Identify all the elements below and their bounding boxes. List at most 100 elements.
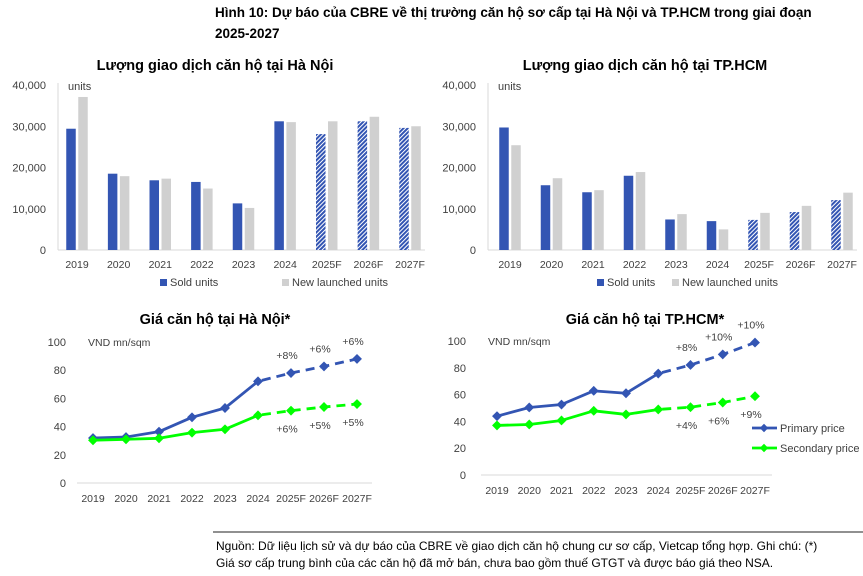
bar-new-launched-units: [328, 121, 338, 250]
bar-new-launched-units: [843, 192, 853, 250]
x-tick-label: 2021: [149, 259, 173, 271]
chart-3: Giá căn hộ tại Hà Nội* 0 20 40 60 80 100 2019 20…: [48, 312, 372, 505]
data-point-marker: [750, 391, 760, 402]
x-tick-label: 2026F: [708, 485, 738, 497]
x-tick-label: 2027F: [827, 259, 857, 271]
primary-price-forecast-line: [257, 357, 358, 383]
growth-annotation: +8%: [276, 350, 297, 362]
bar-new-launched-units: [78, 96, 88, 251]
data-point-marker: [492, 420, 502, 431]
y-tick-label: 40: [54, 422, 66, 434]
chart-title: Giá căn hộ tại Hà Nội*: [140, 312, 291, 328]
legend-label: Secondary price: [780, 443, 860, 455]
x-tick-label: 2019: [81, 493, 105, 505]
data-point-marker: [319, 402, 329, 412]
y-tick-label: 80: [454, 363, 466, 375]
x-tick-label: 2023: [213, 493, 237, 505]
bar-sold-units: [748, 219, 758, 250]
bar-new-launched-units: [552, 178, 563, 250]
unit-label: units: [68, 81, 92, 93]
legend-label: Primary price: [780, 423, 845, 435]
legend-label: Sold units: [607, 277, 656, 289]
y-tick-label: 80: [54, 365, 66, 377]
bar-new-launched-units: [286, 122, 296, 250]
x-tick-label: 2025F: [312, 259, 342, 271]
chart-title: Lượng giao dịch căn hộ tại TP.HCM: [523, 58, 768, 74]
data-point-marker: [154, 426, 164, 437]
primary-price-forecast-line: [657, 341, 756, 375]
bar-new-launched-units: [411, 126, 421, 250]
x-tick-label: 2024: [647, 485, 671, 497]
secondary-price-forecast-line: [257, 402, 358, 417]
data-point-marker: [685, 360, 696, 370]
y-tick-label: 0: [460, 470, 466, 482]
bar-sold-units: [399, 127, 409, 250]
bar-new-launched-units: [244, 207, 255, 250]
x-tick-label: 2023: [232, 259, 256, 271]
x-tick-label: 2021: [581, 259, 605, 271]
x-tick-label: 2023: [664, 259, 688, 271]
y-tick-label: 10,000: [12, 204, 46, 216]
bar-sold-units: [232, 203, 243, 250]
data-point-marker: [253, 376, 263, 387]
bar-new-launched-units: [161, 178, 171, 250]
y-tick-label: 30,000: [12, 121, 46, 133]
data-point-marker: [319, 361, 329, 372]
data-point-marker: [556, 415, 567, 426]
bar-new-launched-units: [203, 188, 213, 250]
x-tick-label: 2026F: [353, 259, 383, 271]
bar-sold-units: [316, 134, 326, 250]
x-tick-label: 2026F: [786, 259, 816, 271]
chart-title: Giá căn hộ tại TP.HCM*: [566, 312, 725, 328]
x-tick-label: 2022: [190, 259, 214, 271]
growth-annotation: +6%: [708, 416, 729, 428]
bar-new-launched-units: [369, 116, 380, 250]
data-point-marker: [621, 388, 631, 399]
x-tick-label: 2019: [485, 485, 509, 497]
growth-annotation: +9%: [740, 409, 761, 421]
chart-4: Giá căn hộ tại TP.HCM* 0 20 40 60 80 100 2019 20…: [448, 312, 860, 497]
source-note-line2: Giá sơ cấp trung bình của các căn hộ đã …: [216, 556, 773, 570]
data-point-marker: [685, 402, 696, 413]
data-point-marker: [717, 397, 728, 408]
bar-new-launched-units: [718, 229, 729, 250]
data-point-marker: [524, 402, 535, 413]
bar-sold-units: [107, 173, 118, 250]
bar-new-launched-units: [677, 214, 687, 250]
x-tick-label: 2020: [114, 493, 138, 505]
x-tick-label: 2021: [147, 493, 171, 505]
bar-sold-units: [66, 128, 76, 250]
y-tick-label: 40,000: [12, 80, 46, 92]
x-tick-label: 2020: [540, 259, 564, 271]
y-tick-label: 30,000: [442, 121, 476, 133]
growth-annotation: +4%: [676, 420, 697, 432]
x-tick-label: 2024: [706, 259, 730, 271]
y-tick-label: 10,000: [442, 204, 476, 216]
legend-label: Sold units: [170, 277, 219, 289]
bar-sold-units: [582, 192, 592, 250]
chart-1: Lượng giao dịch căn hộ tại Hà Nội 0 10,000…: [12, 58, 425, 289]
unit-label: VND mn/sqm: [488, 336, 551, 348]
data-point-marker: [220, 424, 230, 435]
unit-label: units: [498, 81, 522, 93]
y-tick-label: 60: [54, 393, 66, 405]
data-point-marker: [653, 368, 664, 379]
bar-sold-units: [706, 221, 717, 250]
data-point-marker: [588, 405, 599, 416]
x-tick-label: 2025F: [276, 493, 306, 505]
bar-new-launched-units: [119, 176, 130, 250]
y-tick-label: 20,000: [442, 163, 476, 175]
bar-sold-units: [831, 200, 841, 250]
chart-title: Lượng giao dịch căn hộ tại Hà Nội: [97, 58, 334, 74]
data-point-marker: [524, 419, 535, 430]
legend-swatch: [282, 279, 289, 286]
bar-new-launched-units: [635, 172, 646, 250]
y-tick-label: 0: [40, 245, 46, 257]
legend-swatch: [672, 279, 679, 286]
x-tick-label: 2020: [518, 485, 542, 497]
x-tick-label: 2021: [550, 485, 574, 497]
y-tick-label: 20,000: [12, 163, 46, 175]
primary-price-line: [92, 380, 259, 440]
bar-sold-units: [623, 175, 634, 250]
bar-new-launched-units: [594, 190, 604, 250]
